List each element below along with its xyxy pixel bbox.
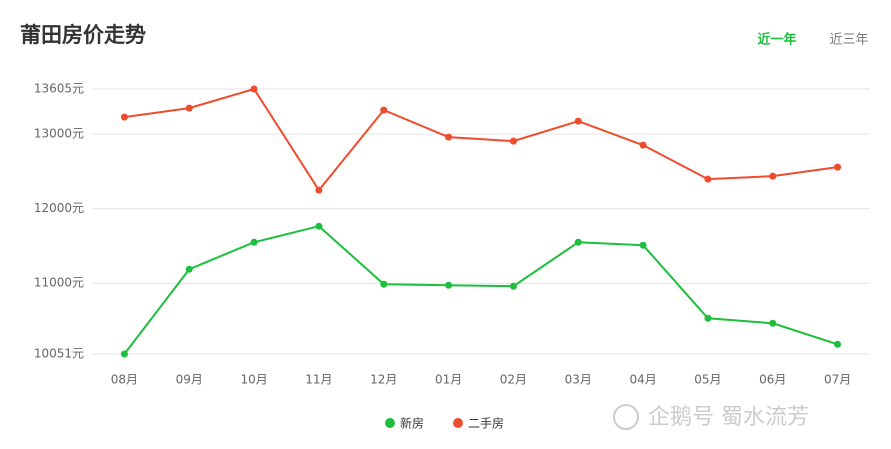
x-tick-label: 04月	[629, 373, 656, 387]
point	[445, 133, 453, 141]
point	[120, 113, 128, 121]
watermark-icon	[613, 404, 639, 430]
point	[185, 104, 193, 112]
range-toggle[interactable]: 近三年	[829, 33, 868, 48]
legend-label: 新房	[400, 416, 424, 431]
y-tick-label: 13605元	[34, 82, 84, 96]
y-tick-label: 12000元	[34, 201, 84, 215]
x-tick-label: 08月	[111, 373, 138, 387]
x-tick-label: 02月	[500, 373, 527, 387]
y-tick-label: 13000元	[34, 127, 84, 141]
point	[704, 314, 712, 322]
point	[250, 85, 258, 93]
x-tick-label: 11月	[305, 373, 332, 387]
point	[315, 222, 323, 230]
point	[509, 282, 517, 290]
point	[834, 163, 842, 171]
x-tick-label: 03月	[565, 373, 592, 387]
series-line	[123, 225, 838, 355]
chart-title: 莆田房价走势	[20, 23, 146, 47]
point	[769, 319, 777, 327]
point	[704, 175, 712, 183]
x-tick-label: 09月	[176, 373, 203, 387]
point	[250, 238, 258, 246]
point	[380, 106, 388, 114]
point	[315, 186, 323, 194]
x-tick-label: 06月	[759, 373, 786, 387]
y-tick-label: 10051元	[34, 347, 84, 361]
point	[834, 340, 842, 348]
x-tick-label: 01月	[435, 373, 462, 387]
point	[769, 172, 777, 180]
watermark: 企鹅号 蜀水流芳	[648, 405, 809, 430]
point	[574, 117, 582, 125]
x-tick-label: 05月	[694, 373, 721, 387]
x-tick-label: 12月	[370, 373, 397, 387]
point	[639, 141, 647, 149]
legend-swatch	[453, 418, 463, 428]
point	[185, 265, 193, 273]
legend-swatch	[385, 418, 395, 428]
range-toggle[interactable]: 近一年	[757, 32, 796, 48]
point	[639, 241, 647, 249]
point	[120, 350, 128, 358]
legend-label: 二手房	[468, 416, 504, 431]
point	[509, 137, 517, 145]
point	[574, 238, 582, 246]
point	[380, 280, 388, 288]
point	[445, 281, 453, 289]
watermark-group: 企鹅号 蜀水流芳	[613, 404, 809, 430]
series-line	[124, 87, 838, 192]
y-tick-label: 11000元	[34, 276, 84, 290]
x-tick-label: 07月	[824, 373, 851, 387]
x-tick-label: 10月	[240, 373, 267, 387]
